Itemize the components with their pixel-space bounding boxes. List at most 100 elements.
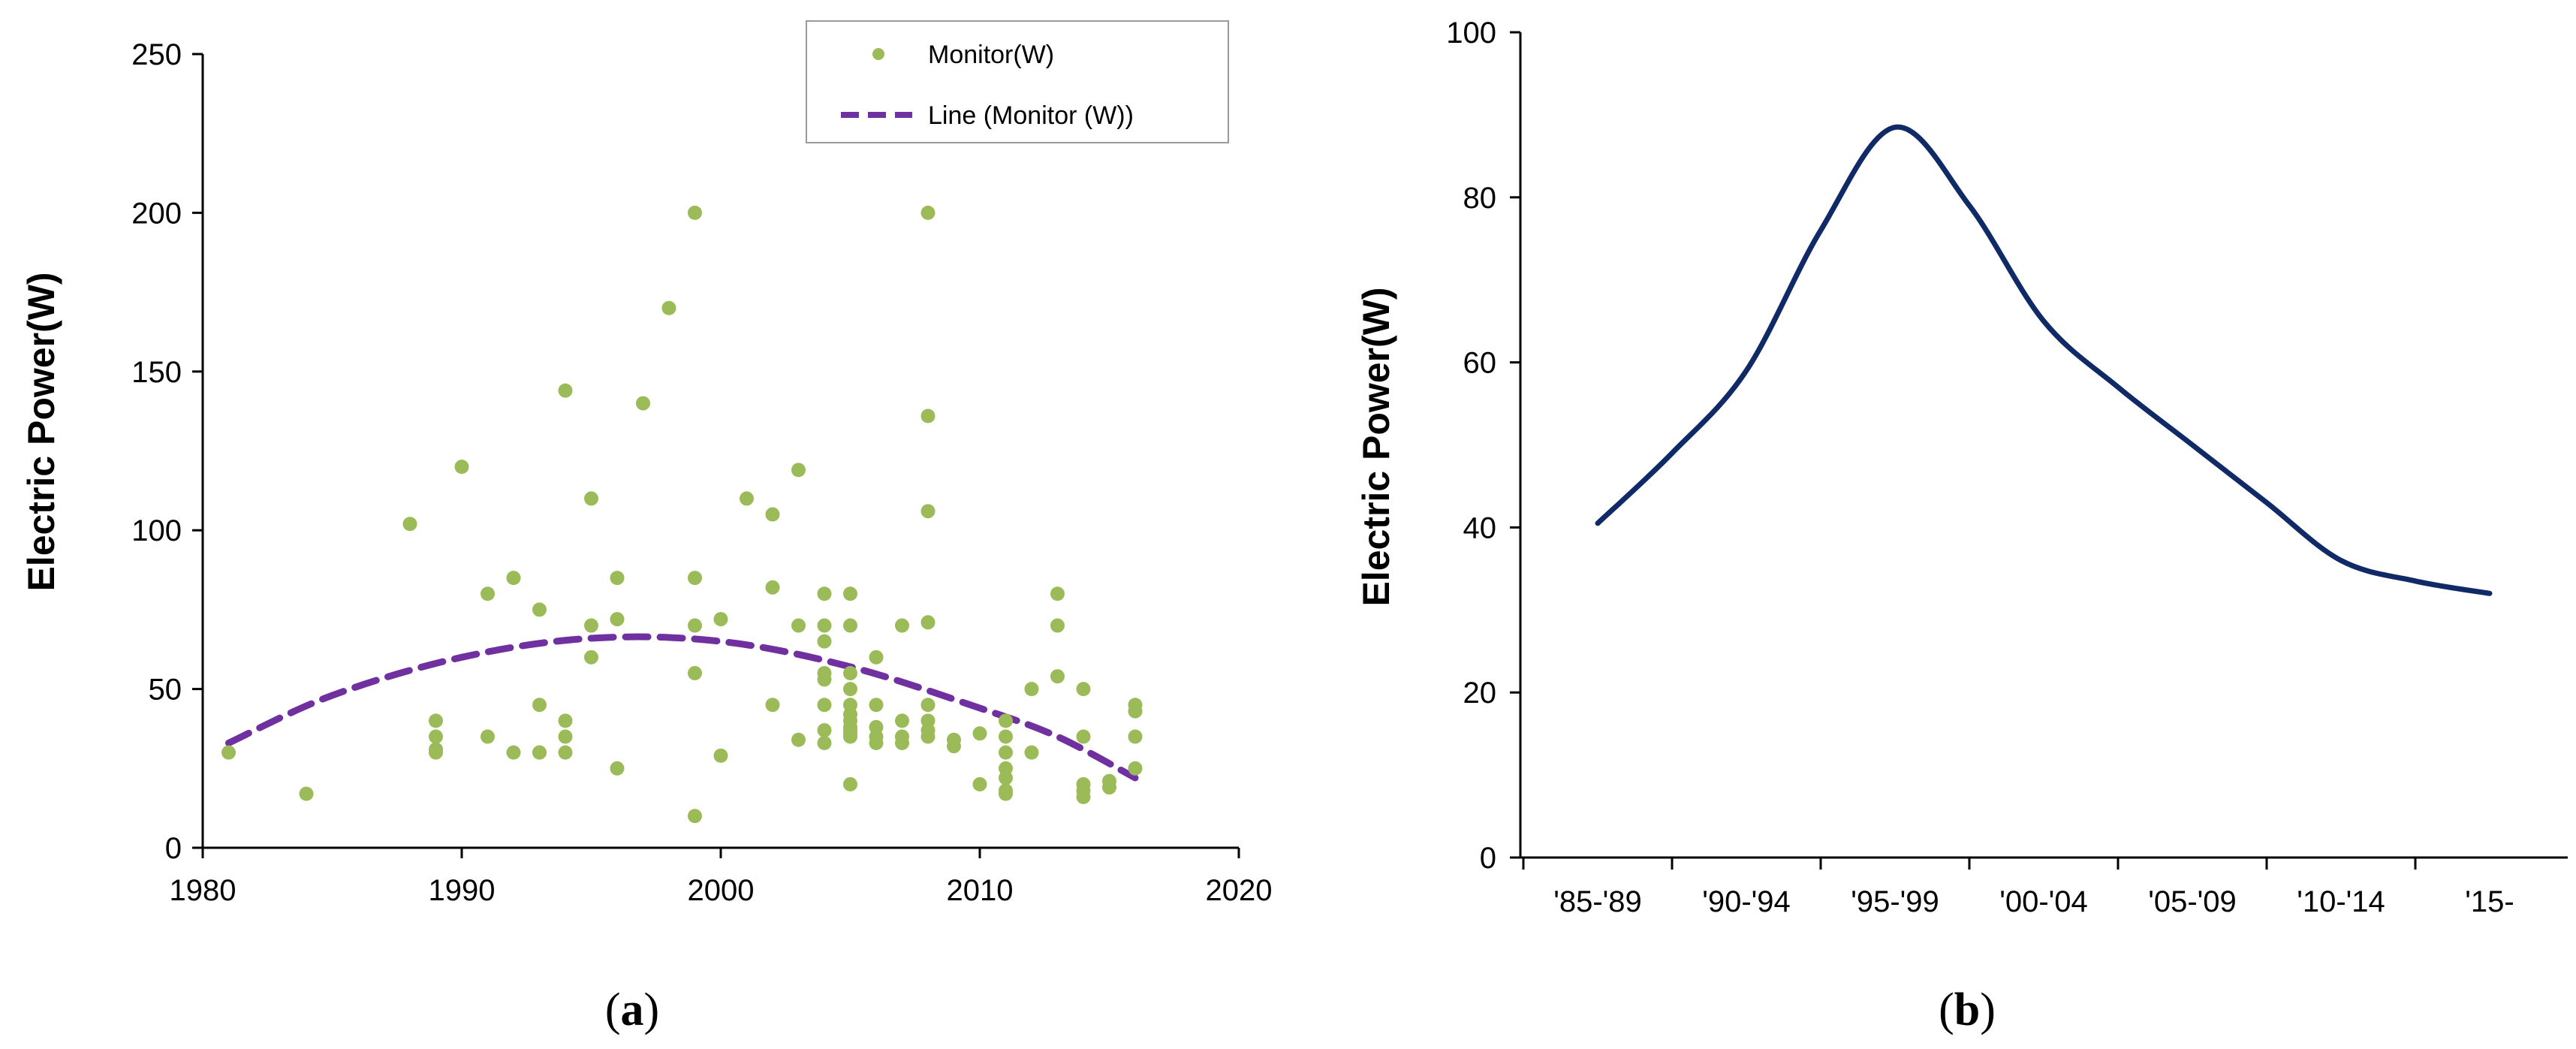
chart-a-point [972,776,987,791]
chart-b-x-tick-label: '90-'94 [1702,885,1791,918]
chart-a-point [688,571,702,586]
chart-a-point [765,580,780,595]
chart-a-point [972,726,987,741]
chart-a-point [506,571,521,586]
chart-a-x-tick-label: 2020 [1206,874,1273,907]
chart-a-point [299,786,314,801]
chart-a-point [532,602,547,617]
chart-a-legend-box [806,20,1229,143]
chart-a-point [610,612,625,627]
chart-a-point [1076,729,1091,744]
chart-a-point [1076,682,1091,697]
chart-a-point [661,300,676,315]
chart-a-point [481,729,495,744]
chart-a-y-tick-label: 50 [149,674,182,707]
chart-a-legend-label-trend: Line (Monitor (W)) [928,101,1134,130]
chart-b-y-tick-label: 60 [1463,347,1497,380]
chart-b-x-tick-label: '00-'04 [1999,885,2088,918]
chart-a-point [558,383,573,398]
chart-a-point [895,713,909,728]
chart-a-point [636,396,650,411]
chart-a-point [920,729,935,744]
chart-a-y-tick-label: 250 [131,38,182,71]
chart-a-point [688,665,702,680]
chart-b-x-tick-label: '10-'14 [2297,885,2385,918]
chart-a-point [429,745,443,760]
chart-a-point [999,713,1013,728]
chart-a-point [869,735,884,750]
chart-a-point [765,507,780,522]
chart-a-point [713,748,728,763]
chart-a-points [221,205,1143,824]
chart-a-point [920,698,935,713]
chart-a-point [506,745,521,760]
chart-b-x-tick-label: '95-'99 [1851,885,1939,918]
chart-a-point [532,745,547,760]
chart-a-x-tick-label: 1990 [429,874,496,907]
chart-a-point [1102,780,1116,795]
chart-a-point [610,761,625,776]
chart-a-y-tick-label: 0 [165,832,182,865]
chart-b-x-tick-label: '85-'89 [1553,885,1642,918]
chart-a-point [843,586,857,601]
chart-a-legend: Monitor(W) Line (Monitor (W)) [806,20,1229,143]
chart-a-point [817,618,832,633]
chart-a-y-axis: 0 50 100 150 200 250 [131,38,203,865]
chart-b-panel-label: (b) [1939,984,1996,1035]
chart-a-point [584,650,598,665]
chart-a-point [999,745,1013,760]
chart-a-point [791,732,806,747]
chart-a-point [1076,789,1091,804]
chart-a-point [740,491,754,506]
chart-a-x-tick-label: 2000 [688,874,755,907]
chart-a-point [817,586,832,601]
chart-a-point [558,729,573,744]
chart-a-point [454,460,469,475]
chart-a-point [713,612,728,627]
chart-a-x-tick-label: 1980 [170,874,237,907]
chart-a-point [817,634,832,649]
chart-a-point [920,408,935,424]
chart-a-point [1024,682,1039,697]
chart-a-legend-label-points: Monitor(W) [928,41,1054,69]
chart-a-point [584,491,598,506]
chart-a-point [895,618,909,633]
chart-a-point [1128,704,1143,719]
chart-b-y-axis: 0 20 40 60 80 100 [1446,17,1520,875]
chart-a-point [688,809,702,824]
chart-a-point [1128,729,1143,744]
chart-a-y-tick-label: 200 [131,197,182,230]
chart-a-point [532,698,547,713]
chart-a-point [869,650,884,665]
chart-a-point [791,463,806,478]
chart-a-point [429,713,443,728]
chart-a-trend-line [225,633,1139,782]
chart-a-point [817,672,832,687]
chart-a-point [999,729,1013,744]
chart-a-point [920,504,935,519]
chart-a-ylabel: Electric Power(W) [20,272,62,591]
chart-a-point [999,786,1013,801]
chart-a-point [843,729,857,744]
chart-a-point [765,698,780,713]
chart-b-x-tick-label: '05-'09 [2148,885,2237,918]
chart-b-y-tick-label: 20 [1463,677,1497,710]
chart-a-point [688,205,702,220]
chart-a-point [1050,618,1065,633]
chart-a-point [584,618,598,633]
chart-a-point [688,618,702,633]
chart-b-y-tick-label: 40 [1463,511,1497,544]
chart-a-point [843,682,857,697]
chart-a-point [791,618,806,633]
chart-b-y-tick-label: 80 [1463,182,1497,215]
chart-a-legend-marker-points [872,48,884,60]
chart-a-y-tick-label: 150 [131,356,182,389]
chart-a-point [843,776,857,791]
chart-b-series-line [1595,124,2493,596]
chart-a-point [402,517,417,532]
chart-a-point [221,745,236,760]
chart-a-point [920,615,935,630]
chart-a-x-axis: 1980 1990 2000 2010 2020 [170,848,1273,907]
